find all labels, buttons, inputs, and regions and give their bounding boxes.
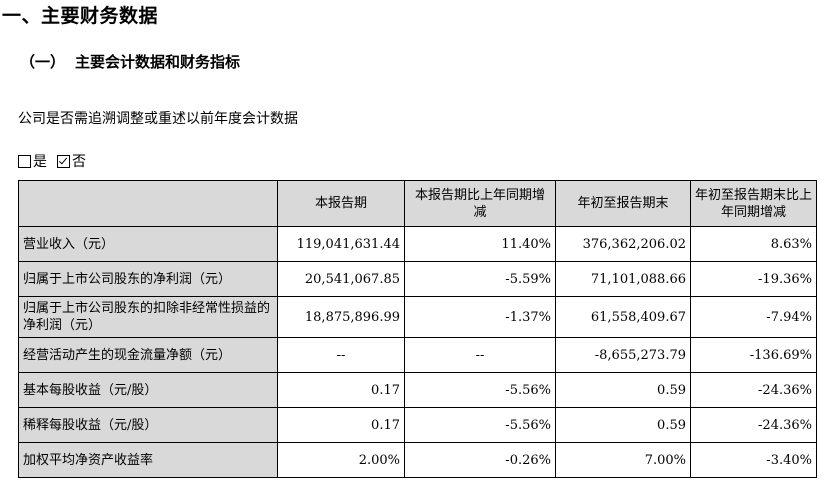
table-header-row: 本报告期 本报告期比上年同期增减 年初至报告期末 年初至报告期末比上年同期增减: [18, 180, 817, 227]
cell-value: -5.56%: [404, 407, 556, 443]
cell-value: 119,041,631.44: [277, 226, 405, 262]
cell-value: 0.17: [277, 407, 405, 443]
row-label: 经营活动产生的现金流量净额（元）: [18, 337, 278, 373]
cell-value: -7.94%: [690, 296, 817, 338]
cell-value: 0.59: [555, 372, 691, 408]
cell-value: -5.56%: [404, 372, 556, 408]
choice-yes[interactable]: 是: [18, 151, 47, 171]
cell-value: 0.17: [277, 372, 405, 408]
subsection-heading: （一） 主要会计数据和财务指标: [20, 51, 240, 72]
cell-value: -136.69%: [690, 337, 817, 373]
cell-value: 2.00%: [277, 442, 405, 478]
row-label: 营业收入（元）: [18, 226, 278, 262]
subsection-title: 主要会计数据和财务指标: [75, 53, 241, 71]
cell-value: 11.40%: [404, 226, 556, 262]
row-label: 加权平均净资产收益率: [18, 442, 278, 478]
cell-value: 376,362,206.02: [555, 226, 691, 262]
table-row: 归属于上市公司股东的扣除非经常性损益的净利润（元） 18,875,896.99 …: [18, 296, 817, 338]
cell-value: -0.26%: [404, 442, 556, 478]
cell-value: 61,558,409.67: [555, 296, 691, 338]
restatement-question: 公司是否需追溯调整或重述以前年度会计数据: [18, 111, 298, 127]
row-label: 稀释每股收益（元/股）: [18, 407, 278, 443]
cell-value: --: [404, 337, 556, 373]
table-row: 归属于上市公司股东的净利润（元） 20,541,067.85 -5.59% 71…: [18, 261, 817, 297]
header-ytd: 年初至报告期末: [555, 180, 691, 227]
financial-data-table: 本报告期 本报告期比上年同期增减 年初至报告期末 年初至报告期末比上年同期增减 …: [18, 180, 817, 478]
header-ytd-change: 年初至报告期末比上年同期增减: [690, 180, 817, 227]
cell-value: -19.36%: [690, 261, 817, 297]
row-label: 基本每股收益（元/股）: [18, 372, 278, 408]
cell-value: -1.37%: [404, 296, 556, 338]
cell-value: 18,875,896.99: [277, 296, 405, 338]
cell-value: --: [277, 337, 405, 373]
cell-value: -24.36%: [690, 407, 817, 443]
table-row: 加权平均净资产收益率 2.00% -0.26% 7.00% -3.40%: [18, 442, 817, 478]
checkbox-no-checked-icon[interactable]: [57, 154, 70, 168]
restatement-choices: 是 否: [18, 151, 96, 171]
cell-value: 20,541,067.85: [277, 261, 405, 297]
table-row: 营业收入（元） 119,041,631.44 11.40% 376,362,20…: [18, 226, 817, 262]
cell-value: 71,101,088.66: [555, 261, 691, 297]
cell-value: 8.63%: [690, 226, 817, 262]
row-label: 归属于上市公司股东的净利润（元）: [18, 261, 278, 297]
section-title: 一、主要财务数据: [2, 5, 159, 27]
cell-value: -8,655,273.79: [555, 337, 691, 373]
choice-no[interactable]: 否: [57, 151, 86, 171]
cell-value: 0.59: [555, 407, 691, 443]
header-current-change: 本报告期比上年同期增减: [404, 180, 556, 227]
table-row: 稀释每股收益（元/股） 0.17 -5.56% 0.59 -24.36%: [18, 407, 817, 443]
row-label: 归属于上市公司股东的扣除非经常性损益的净利润（元）: [18, 296, 278, 338]
choice-yes-label: 是: [33, 154, 47, 170]
cell-value: -24.36%: [690, 372, 817, 408]
table-row: 经营活动产生的现金流量净额（元） -- -- -8,655,273.79 -13…: [18, 337, 817, 373]
header-cell-blank: [18, 180, 278, 227]
cell-value: -5.59%: [404, 261, 556, 297]
cell-value: 7.00%: [555, 442, 691, 478]
table-row: 基本每股收益（元/股） 0.17 -5.56% 0.59 -24.36%: [18, 372, 817, 408]
header-current-period: 本报告期: [277, 180, 405, 227]
choice-no-label: 否: [72, 154, 86, 170]
subsection-number: （一）: [20, 53, 66, 71]
cell-value: -3.40%: [690, 442, 817, 478]
checkbox-yes-icon[interactable]: [18, 154, 31, 168]
